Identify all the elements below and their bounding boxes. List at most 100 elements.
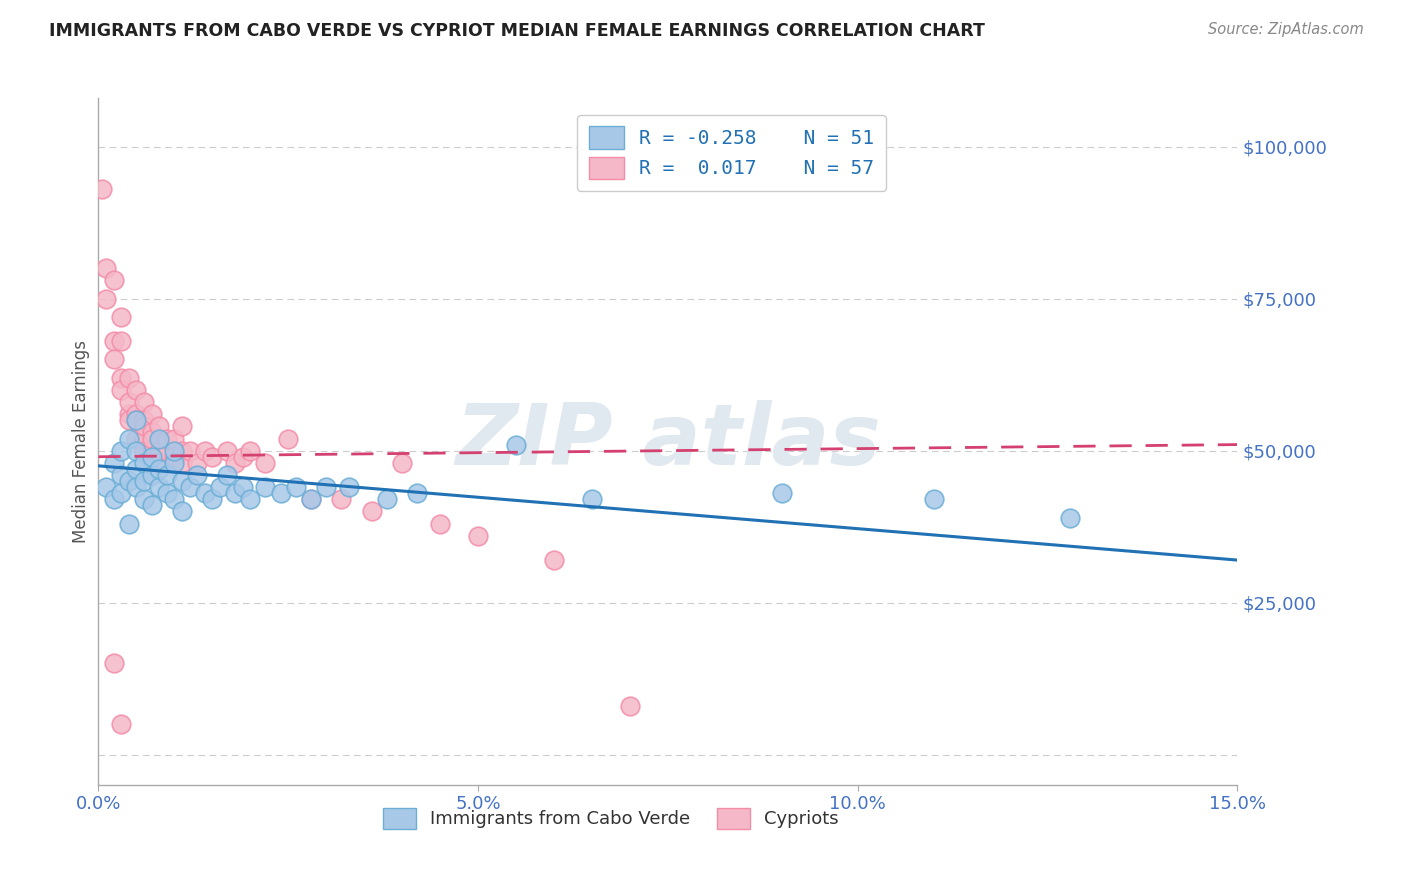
Point bbox=[156, 443, 179, 458]
Point bbox=[125, 413, 148, 427]
Point bbox=[299, 492, 322, 507]
Point bbox=[118, 474, 141, 488]
Point bbox=[110, 443, 132, 458]
Point bbox=[163, 456, 186, 470]
Point bbox=[148, 456, 170, 470]
Point bbox=[148, 462, 170, 476]
Point bbox=[94, 480, 117, 494]
Point bbox=[132, 492, 155, 507]
Point bbox=[125, 383, 148, 397]
Point bbox=[103, 352, 125, 367]
Point bbox=[118, 516, 141, 531]
Point bbox=[208, 480, 231, 494]
Point bbox=[118, 407, 141, 421]
Point bbox=[110, 370, 132, 384]
Point bbox=[132, 456, 155, 470]
Point bbox=[103, 456, 125, 470]
Point bbox=[141, 432, 163, 446]
Text: ZIP atlas: ZIP atlas bbox=[456, 400, 880, 483]
Point bbox=[141, 499, 163, 513]
Point bbox=[406, 486, 429, 500]
Text: Source: ZipAtlas.com: Source: ZipAtlas.com bbox=[1208, 22, 1364, 37]
Point bbox=[125, 480, 148, 494]
Point bbox=[170, 504, 193, 518]
Point bbox=[125, 407, 148, 421]
Point bbox=[125, 432, 148, 446]
Point bbox=[156, 486, 179, 500]
Point bbox=[110, 310, 132, 324]
Point bbox=[201, 450, 224, 464]
Point bbox=[148, 432, 170, 446]
Point bbox=[132, 443, 155, 458]
Point bbox=[179, 443, 201, 458]
Point bbox=[163, 443, 186, 458]
Point bbox=[94, 261, 117, 276]
Point bbox=[132, 395, 155, 409]
Legend: Immigrants from Cabo Verde, Cypriots: Immigrants from Cabo Verde, Cypriots bbox=[374, 799, 848, 838]
Point bbox=[429, 516, 451, 531]
Point bbox=[156, 467, 179, 482]
Point bbox=[103, 334, 125, 349]
Point bbox=[315, 480, 337, 494]
Point bbox=[163, 432, 186, 446]
Point bbox=[110, 486, 132, 500]
Point bbox=[110, 383, 132, 397]
Point bbox=[118, 413, 141, 427]
Point bbox=[284, 480, 307, 494]
Point bbox=[186, 467, 208, 482]
Point bbox=[91, 182, 114, 196]
Point bbox=[170, 443, 193, 458]
Point bbox=[141, 407, 163, 421]
Point bbox=[254, 480, 277, 494]
Point bbox=[132, 474, 155, 488]
Point bbox=[148, 480, 170, 494]
Point bbox=[110, 467, 132, 482]
Point bbox=[132, 419, 155, 434]
Point bbox=[619, 698, 641, 713]
Point bbox=[148, 419, 170, 434]
Point bbox=[201, 492, 224, 507]
Point bbox=[194, 443, 217, 458]
Point bbox=[337, 480, 360, 494]
Point bbox=[132, 432, 155, 446]
Point bbox=[360, 504, 382, 518]
Point bbox=[125, 462, 148, 476]
Point bbox=[467, 529, 489, 543]
Point bbox=[505, 437, 527, 451]
Point bbox=[156, 432, 179, 446]
Point bbox=[141, 450, 163, 464]
Point bbox=[922, 492, 945, 507]
Point bbox=[375, 492, 398, 507]
Point bbox=[94, 292, 117, 306]
Point bbox=[118, 432, 141, 446]
Point bbox=[277, 432, 299, 446]
Point bbox=[254, 456, 277, 470]
Point bbox=[224, 456, 246, 470]
Point bbox=[118, 370, 141, 384]
Point bbox=[239, 492, 262, 507]
Point bbox=[163, 492, 186, 507]
Point bbox=[148, 443, 170, 458]
Point bbox=[125, 413, 148, 427]
Point bbox=[770, 486, 793, 500]
Point bbox=[141, 425, 163, 440]
Point bbox=[103, 492, 125, 507]
Point bbox=[186, 456, 208, 470]
Text: IMMIGRANTS FROM CABO VERDE VS CYPRIOT MEDIAN FEMALE EARNINGS CORRELATION CHART: IMMIGRANTS FROM CABO VERDE VS CYPRIOT ME… bbox=[49, 22, 986, 40]
Point bbox=[103, 657, 125, 671]
Point bbox=[299, 492, 322, 507]
Point bbox=[217, 443, 239, 458]
Point bbox=[118, 395, 141, 409]
Point bbox=[170, 474, 193, 488]
Point bbox=[232, 450, 254, 464]
Point bbox=[170, 456, 193, 470]
Point bbox=[232, 480, 254, 494]
Point bbox=[110, 717, 132, 731]
Point bbox=[330, 492, 353, 507]
Point bbox=[194, 486, 217, 500]
Point bbox=[132, 413, 155, 427]
Point bbox=[217, 467, 239, 482]
Point bbox=[270, 486, 292, 500]
Point bbox=[163, 450, 186, 464]
Point bbox=[141, 467, 163, 482]
